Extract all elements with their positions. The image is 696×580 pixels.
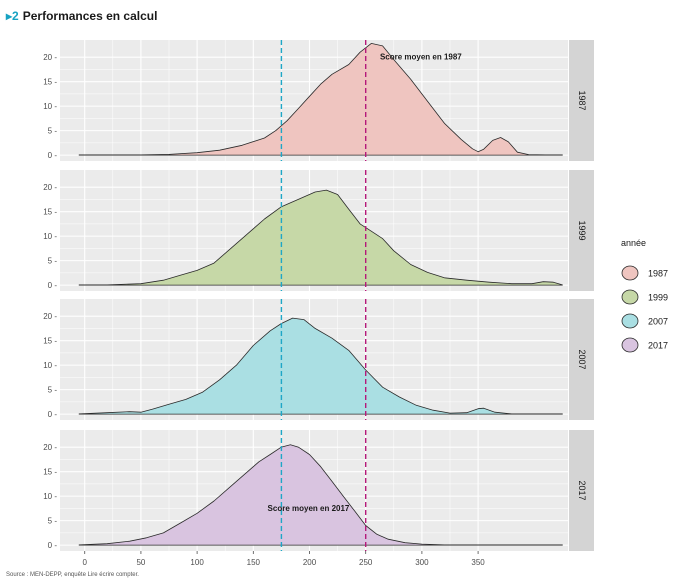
density-area-1999	[78, 189, 563, 286]
x-tick-label: 300	[415, 558, 429, 567]
y-tick-label: 15 -	[43, 78, 57, 87]
y-tick-label: 10 -	[43, 232, 57, 241]
legend-key-2017	[621, 337, 639, 353]
x-tick-label: 200	[303, 558, 317, 567]
legend-key-1999	[621, 289, 639, 305]
y-tick-label: 20 -	[43, 183, 57, 192]
y-tick-label: 20 -	[43, 312, 57, 321]
y-tick-label: 20 -	[43, 443, 57, 452]
legend-label: 1999	[648, 293, 668, 303]
facet-strip	[569, 170, 594, 291]
y-tick-label: 0 -	[48, 541, 58, 550]
panel-2007: 0 - 5 - 10 - 15 - 20 - 2007	[43, 299, 594, 420]
x-tick-label: 0	[82, 558, 87, 567]
legend-label: 1987	[648, 269, 668, 279]
facet-strip	[569, 40, 594, 161]
legend-label: 2007	[648, 317, 668, 327]
y-tick-label: 10 -	[43, 492, 57, 501]
legend-label: 2017	[648, 341, 668, 351]
density-area-2007	[78, 317, 563, 415]
y-tick-label: 15 -	[43, 208, 57, 217]
panel-1987: 0 - 5 - 10 - 15 - 20 - 1987	[43, 40, 594, 161]
y-tick-label: 0 -	[48, 410, 58, 419]
y-tick-label: 15 -	[43, 468, 57, 477]
x-tick-label: 100	[190, 558, 204, 567]
x-tick-label: 50	[136, 558, 145, 567]
y-tick-label: 5 -	[48, 257, 58, 266]
y-tick-label: 5 -	[48, 127, 58, 136]
legend-key-1987	[621, 265, 639, 281]
facet-strip-label: 2007	[577, 349, 587, 369]
facet-strip	[569, 430, 594, 551]
facet-strip	[569, 299, 594, 420]
y-tick-label: 0 -	[48, 281, 58, 290]
x-tick-label: 250	[359, 558, 373, 567]
facet-strip-label: 1999	[577, 220, 587, 240]
figure-title: ▸2 Performances en calcul	[6, 8, 157, 24]
x-tick-label: 150	[247, 558, 261, 567]
y-tick-label: 0 -	[48, 151, 58, 160]
y-tick-label: 5 -	[48, 517, 58, 526]
annotation-label: Score moyen en 2017	[268, 504, 350, 513]
panel-1999: 0 - 5 - 10 - 15 - 20 - 1999	[43, 170, 594, 291]
figure-title-text: Performances en calcul	[22, 9, 158, 23]
legend-title: année	[621, 238, 646, 248]
density-area-1987	[78, 43, 563, 156]
y-tick-label: 5 -	[48, 386, 58, 395]
facet-strip-label: 2017	[577, 480, 587, 500]
density-area-2017	[78, 444, 563, 546]
legend-key-2007	[621, 313, 639, 329]
y-tick-label: 10 -	[43, 361, 57, 370]
figure-number: ▸2	[6, 9, 19, 23]
x-tick-label: 350	[471, 558, 485, 567]
source-note: Source : MEN-DEPP, enquête Lire écrire c…	[6, 572, 139, 578]
panel-2017: 0 - 5 - 10 - 15 - 20 - 2017	[43, 430, 594, 551]
y-tick-label: 20 -	[43, 53, 57, 62]
facet-strip-label: 1987	[577, 90, 587, 110]
annotation-label: Score moyen en 1987	[380, 53, 462, 62]
density-chart: 0 - 5 - 10 - 15 - 20 - 1987 0 - 5 - 10 - 15 - 20 -…	[43, 40, 668, 567]
y-tick-label: 10 -	[43, 102, 57, 111]
y-tick-label: 15 -	[43, 337, 57, 346]
